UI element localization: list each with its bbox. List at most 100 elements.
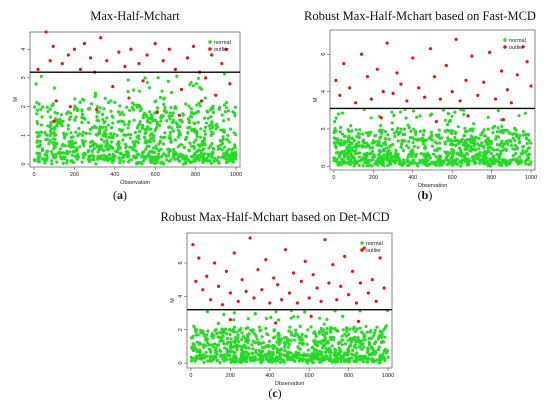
normal-point <box>457 146 462 150</box>
normal-point <box>405 144 409 148</box>
normal-point <box>373 161 378 165</box>
normal-point <box>211 125 215 129</box>
normal-point <box>99 144 104 148</box>
normal-point <box>138 120 142 124</box>
normal-point <box>208 159 212 163</box>
normal-point <box>111 115 115 119</box>
outlier-point <box>482 80 486 84</box>
normal-point <box>459 150 463 154</box>
normal-point <box>102 140 106 144</box>
outlier-point <box>525 60 529 64</box>
normal-point <box>342 143 346 147</box>
normal-point <box>64 132 69 136</box>
normal-point <box>293 338 297 342</box>
normal-point <box>384 155 388 159</box>
normal-point <box>521 129 525 134</box>
normal-point <box>131 140 135 144</box>
outlier-point <box>307 296 311 300</box>
normal-point <box>104 134 108 139</box>
normal-point <box>302 352 306 356</box>
outlier-point <box>348 86 352 90</box>
outlier-point <box>331 263 335 267</box>
normal-point <box>492 161 496 166</box>
legend-marker-outlier <box>208 47 212 51</box>
normal-point <box>39 123 44 127</box>
normal-point <box>467 159 472 163</box>
normal-point <box>357 144 361 148</box>
normal-point <box>149 136 153 141</box>
normal-point <box>147 127 151 131</box>
outlier-point <box>54 99 58 103</box>
normal-point <box>202 136 206 140</box>
normal-point <box>68 111 73 115</box>
normal-point <box>346 348 351 352</box>
normal-point <box>171 118 175 122</box>
outlier-point <box>44 30 48 34</box>
normal-point <box>282 345 287 349</box>
outlier-point <box>185 56 190 60</box>
normal-point <box>507 162 511 166</box>
outlier-point <box>179 87 184 92</box>
normal-point <box>412 161 416 165</box>
normal-point <box>94 126 98 130</box>
outlier-point <box>303 259 307 263</box>
normal-point <box>160 89 164 93</box>
normal-point <box>274 310 278 314</box>
normal-point <box>212 147 216 151</box>
normal-point <box>366 134 371 138</box>
normal-point <box>388 144 392 149</box>
normal-point <box>189 107 193 111</box>
normal-point <box>133 130 137 135</box>
normal-point <box>193 111 197 115</box>
normal-point <box>205 110 210 114</box>
normal-point <box>398 162 402 166</box>
normal-point <box>161 136 166 140</box>
normal-point <box>175 125 179 129</box>
normal-point <box>199 127 203 131</box>
normal-point <box>192 324 196 328</box>
normal-point <box>78 100 82 104</box>
normal-point <box>525 141 529 146</box>
normal-point <box>430 161 434 165</box>
normal-point <box>162 102 166 106</box>
normal-point <box>144 141 149 145</box>
normal-point <box>115 150 119 154</box>
normal-point <box>250 351 255 355</box>
normal-point <box>374 134 378 138</box>
normal-point <box>35 108 40 112</box>
outlier-point <box>347 293 351 297</box>
normal-point <box>181 153 185 158</box>
normal-point <box>58 155 63 159</box>
normal-point <box>153 128 157 133</box>
normal-point <box>247 332 251 336</box>
normal-point <box>40 115 44 119</box>
normal-point <box>182 145 187 150</box>
normal-point <box>163 105 167 110</box>
normal-point <box>193 346 197 351</box>
normal-point <box>443 142 448 146</box>
normal-point <box>424 138 428 142</box>
normal-point <box>82 155 86 159</box>
normal-point <box>77 126 81 131</box>
normal-point <box>279 347 284 351</box>
normal-point <box>122 153 126 157</box>
normal-point <box>451 163 455 167</box>
normal-point <box>277 349 281 354</box>
normal-point <box>293 359 297 363</box>
normal-point <box>217 107 221 111</box>
y-tick-label: 1 <box>21 134 27 137</box>
normal-point <box>36 122 40 126</box>
normal-point <box>390 127 395 132</box>
normal-point <box>151 136 155 140</box>
normal-point <box>106 123 110 127</box>
normal-point <box>276 358 280 362</box>
normal-point <box>482 128 486 132</box>
normal-point <box>195 103 199 107</box>
normal-point <box>177 133 181 137</box>
normal-point <box>342 358 346 362</box>
normal-point <box>50 159 54 163</box>
normal-point <box>241 350 245 354</box>
normal-point <box>358 341 363 345</box>
normal-point <box>159 119 163 123</box>
normal-point <box>456 125 460 129</box>
